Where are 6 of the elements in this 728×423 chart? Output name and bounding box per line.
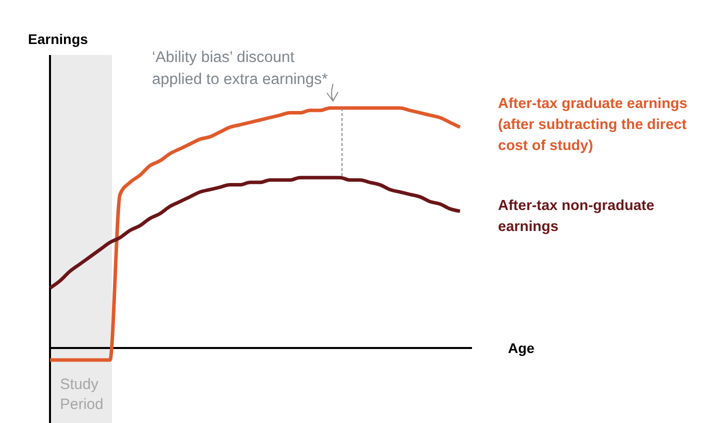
y-axis-title: Earnings: [28, 31, 88, 47]
text: After-tax non-graduate earnings: [498, 198, 654, 235]
text: ‘Ability bias’ discount applied to extra earnings*: [152, 49, 328, 88]
text: Study Period: [60, 376, 104, 413]
text: After-tax graduate earnings (after subtracting the direct cost of study): [498, 96, 688, 154]
x-axis-title: Age: [508, 340, 535, 356]
